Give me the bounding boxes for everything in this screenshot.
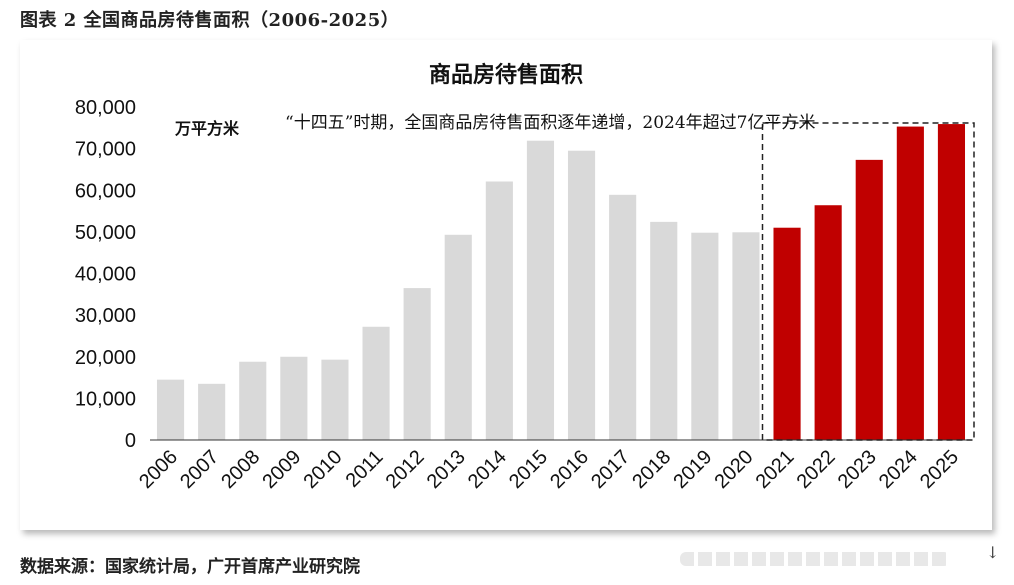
x-tick-label: 2014 bbox=[464, 446, 511, 493]
bar-2008 bbox=[239, 361, 267, 440]
unit-label: 万平方米 bbox=[174, 119, 240, 138]
bar-2018 bbox=[650, 221, 678, 440]
y-tick-label: 70,000 bbox=[75, 139, 136, 161]
bars bbox=[156, 124, 966, 441]
x-tick-label: 2010 bbox=[299, 446, 346, 493]
bar-2013 bbox=[444, 234, 472, 440]
watermark-bar bbox=[680, 552, 950, 566]
bar-2021 bbox=[773, 227, 801, 440]
x-tick-label: 2017 bbox=[587, 446, 634, 493]
x-tick-label: 2021 bbox=[752, 446, 799, 493]
y-tick-label: 20,000 bbox=[75, 347, 136, 369]
x-tick-label: 2020 bbox=[710, 446, 757, 493]
bar-2019 bbox=[691, 232, 719, 440]
bar-2020 bbox=[732, 232, 760, 440]
x-tick-label: 2023 bbox=[834, 446, 881, 493]
x-tick-label: 2011 bbox=[342, 446, 388, 492]
figure-title: 图表 2 全国商品房待售面积（2006-2025） bbox=[20, 10, 400, 31]
chart-frame: 商品房待售面积 0 10,000 20,000 30,000 40,000 50,000 6… bbox=[20, 40, 992, 530]
x-tick-label: 2012 bbox=[382, 446, 429, 493]
bar-2016 bbox=[567, 150, 596, 441]
bar-2007 bbox=[198, 383, 226, 440]
bar-2022 bbox=[814, 205, 842, 440]
bar-2015 bbox=[526, 140, 555, 440]
x-tick-label: 2022 bbox=[793, 446, 840, 493]
bar-2010 bbox=[321, 359, 349, 440]
x-tick-label: 2008 bbox=[217, 446, 264, 493]
bar-2011 bbox=[362, 326, 390, 440]
bar-2009 bbox=[280, 356, 308, 440]
bar-2012 bbox=[403, 288, 431, 440]
x-tick-label: 2016 bbox=[546, 446, 593, 493]
bar-2006 bbox=[156, 379, 185, 440]
bar-2024 bbox=[896, 126, 924, 440]
y-tick-label: 80,000 bbox=[75, 97, 136, 119]
bar-2014 bbox=[485, 181, 513, 441]
x-tick-label: 2024 bbox=[875, 446, 922, 493]
y-tick-label: 50,000 bbox=[75, 222, 136, 244]
y-axis: 0 10,000 20,000 30,000 40,000 50,000 60,000 70,… bbox=[75, 97, 136, 452]
x-tick-label: 2009 bbox=[258, 446, 305, 493]
y-tick-label: 10,000 bbox=[75, 388, 136, 410]
x-tick-label: 2006 bbox=[135, 446, 182, 493]
chart-title: 商品房待售面积 bbox=[429, 62, 583, 88]
y-tick-label: 60,000 bbox=[75, 180, 136, 202]
x-tick-label: 2007 bbox=[176, 446, 223, 493]
x-tick-label: 2015 bbox=[505, 446, 552, 493]
x-tick-label: 2018 bbox=[628, 446, 675, 493]
bar-chart: 商品房待售面积 0 10,000 20,000 30,000 40,000 50,000 6… bbox=[75, 62, 975, 493]
bar-2017 bbox=[609, 194, 637, 440]
x-axis: 2006200720082009201020112012201320142015… bbox=[135, 439, 972, 493]
x-tick-label: 2025 bbox=[916, 446, 963, 493]
bar-2023 bbox=[855, 159, 883, 440]
x-tick-label: 2019 bbox=[669, 446, 716, 493]
download-icon: ↓ bbox=[986, 543, 1000, 562]
y-tick-label: 40,000 bbox=[75, 264, 136, 286]
bar-2025 bbox=[937, 124, 966, 440]
y-tick-label: 0 bbox=[125, 430, 136, 452]
source-note: 数据来源：国家统计局，广开首席产业研究院 bbox=[20, 557, 360, 577]
chart-annotation: “十四五”时期，全国商品房待售面积逐年递增，2024年超过7亿平方米 bbox=[285, 113, 815, 133]
x-tick-label: 2013 bbox=[423, 446, 470, 493]
y-tick-label: 30,000 bbox=[75, 305, 136, 327]
highlight-box bbox=[761, 122, 975, 441]
